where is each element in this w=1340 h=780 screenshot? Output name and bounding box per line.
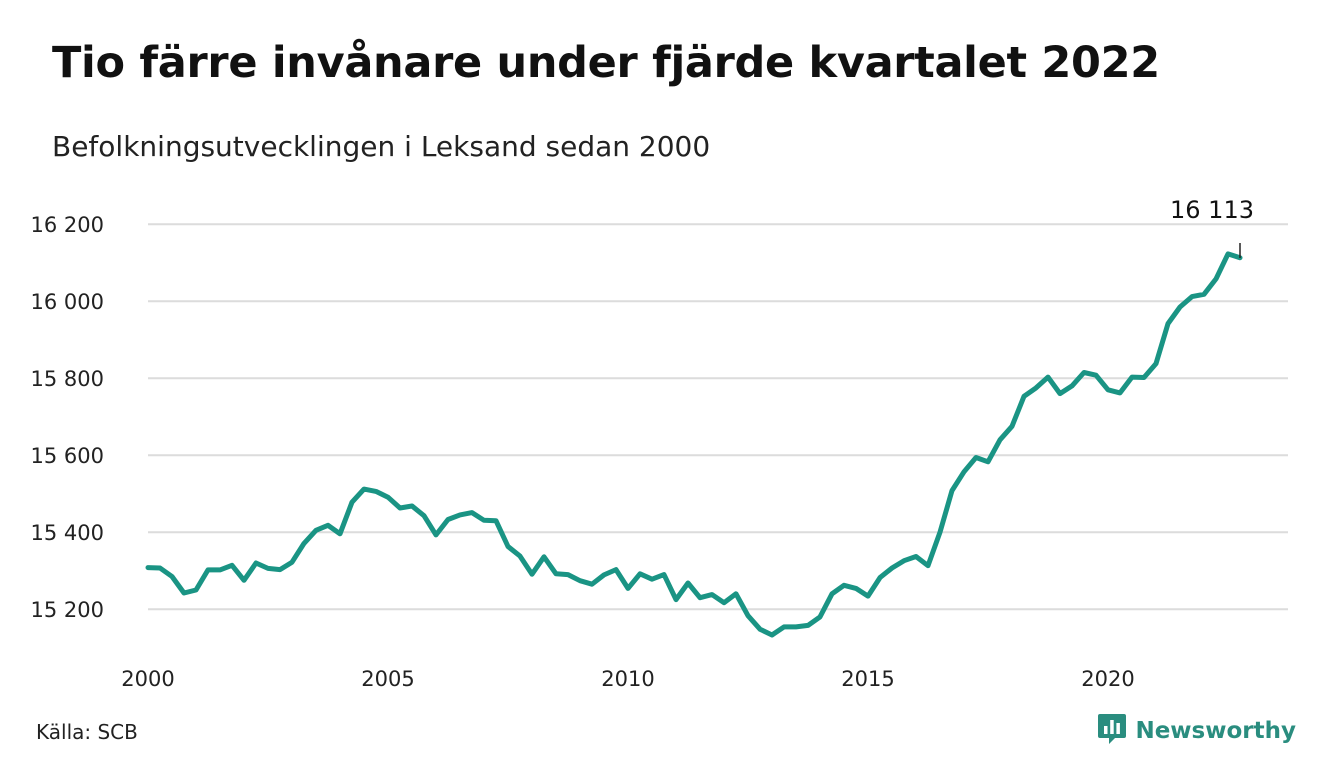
source-label: Källa: SCB (36, 720, 138, 744)
x-tick-label: 2000 (121, 667, 174, 691)
brand-name: Newsworthy (1135, 718, 1296, 744)
series-points (146, 251, 1243, 637)
y-tick-label: 16 200 (31, 213, 104, 237)
x-tick-label: 2005 (361, 667, 414, 691)
annotation-group: 16 113 (1170, 196, 1254, 258)
y-axis-tick-labels: 15 200 15 400 15 600 15 800 16 000 16 200 (31, 213, 104, 622)
y-tick-label: 15 400 (31, 521, 104, 545)
x-axis-tick-labels: 2000 2005 2010 2015 2020 (121, 667, 1134, 691)
annotation-label: 16 113 (1170, 196, 1254, 224)
brand-logo[interactable]: Newsworthy (1097, 712, 1296, 750)
chart-subtitle: Befolkningsutvecklingen i Leksand sedan … (52, 130, 711, 163)
x-tick-label: 2020 (1081, 667, 1134, 691)
y-tick-label: 15 600 (31, 444, 104, 468)
newsworthy-logo-icon (1097, 712, 1127, 750)
gridlines (148, 223, 1288, 611)
x-tick-label: 2015 (841, 667, 894, 691)
y-tick-label: 15 800 (31, 367, 104, 391)
y-tick-label: 16 000 (31, 290, 104, 314)
y-tick-label: 15 200 (31, 598, 104, 622)
series-line-group (145, 251, 1243, 638)
chart-title: Tio färre invånare under fjärde kvartale… (52, 38, 1160, 88)
x-tick-label: 2010 (601, 667, 654, 691)
series-line (145, 251, 1243, 638)
